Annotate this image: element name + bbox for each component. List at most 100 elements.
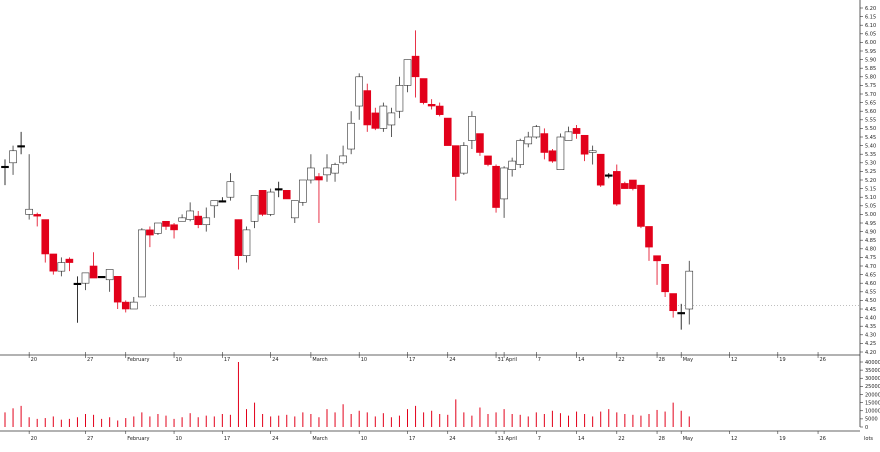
- volume-tick-label: 40000: [865, 360, 880, 366]
- candle-body: [661, 263, 669, 293]
- candle-body: [1, 165, 9, 169]
- price-tick-label: 5.75: [865, 83, 876, 89]
- candle-body: [588, 150, 597, 153]
- candle-body: [564, 131, 573, 141]
- candle-body: [178, 217, 186, 222]
- candle-body: [500, 167, 508, 200]
- price-tick-label: 4.65: [865, 272, 876, 278]
- x-tick-label-top: March: [312, 357, 327, 363]
- price-tick-label: 4.70: [865, 264, 876, 270]
- candle-body: [234, 219, 243, 256]
- x-tick-label: 17: [224, 436, 230, 442]
- volume-tick-label: 15000: [865, 400, 880, 406]
- candle-body: [81, 272, 90, 284]
- price-tick-label: 4.40: [865, 315, 876, 321]
- candle-body: [468, 116, 476, 141]
- candle-body: [194, 215, 202, 226]
- volume-tick-label: 0: [865, 425, 868, 431]
- candle-body: [202, 217, 211, 226]
- candle-body: [89, 265, 98, 279]
- candle-body: [307, 167, 315, 181]
- x-tick-label: 22: [618, 436, 624, 442]
- price-tick-label: 4.50: [865, 298, 876, 304]
- candle-body: [508, 160, 516, 170]
- x-tick-label-top: 24: [449, 357, 455, 363]
- candle-body: [49, 253, 58, 272]
- candle-body: [331, 164, 339, 174]
- x-tick-label-top: 28: [659, 357, 665, 363]
- x-tick-label-top: April: [506, 357, 517, 363]
- x-tick-label-top: February: [127, 357, 149, 363]
- candle-body: [138, 229, 146, 298]
- x-tick-label: 12: [731, 436, 737, 442]
- volume-tick-label: 30000: [865, 376, 880, 382]
- x-tick-label: 27: [87, 436, 93, 442]
- candle-body: [105, 269, 114, 281]
- price-tick-label: 6.20: [865, 6, 876, 12]
- price-tick-label: 5.90: [865, 57, 876, 63]
- x-tick-label: 10: [176, 436, 182, 442]
- candle-body: [548, 150, 557, 162]
- candle-body: [596, 153, 605, 186]
- candle-body: [484, 155, 492, 165]
- x-tick-label-top: 31: [498, 357, 504, 363]
- candle-body: [258, 190, 267, 215]
- candle-body: [41, 219, 50, 255]
- axis-badge: lots: [864, 436, 873, 442]
- x-tick-label: March: [312, 436, 327, 442]
- price-tick-label: 4.35: [865, 324, 876, 330]
- volume-tick-label: 10000: [865, 409, 880, 415]
- candle-body: [653, 255, 661, 262]
- candle-body: [170, 224, 178, 231]
- candle-body: [379, 105, 388, 129]
- x-tick-label: 7: [538, 436, 541, 442]
- x-tick-label: 31: [498, 436, 504, 442]
- candle-body: [604, 174, 613, 177]
- candle-body: [17, 145, 25, 148]
- candle-body: [669, 293, 677, 312]
- price-tick-label: 5.35: [865, 152, 876, 158]
- candle-body: [65, 258, 74, 263]
- candle-body: [685, 270, 694, 310]
- price-tick-label: 5.15: [865, 186, 876, 192]
- candle-body: [339, 155, 347, 164]
- candle-body: [540, 133, 549, 153]
- price-tick-label: 5.55: [865, 118, 876, 124]
- candle-body: [226, 181, 235, 198]
- candle-body: [524, 136, 533, 145]
- candle-body: [532, 126, 541, 138]
- candle-body: [435, 105, 444, 115]
- candle-body: [363, 90, 372, 126]
- x-tick-label: 17: [409, 436, 415, 442]
- candle-body: [146, 229, 154, 236]
- candle-body: [33, 214, 42, 217]
- candle-body: [57, 262, 66, 272]
- x-tick-label-top: 27: [87, 357, 93, 363]
- price-tick-label: 5.05: [865, 204, 876, 210]
- x-tick-label: 14: [578, 436, 584, 442]
- x-tick-label-top: 24: [272, 357, 278, 363]
- price-tick-label: 4.80: [865, 247, 876, 253]
- x-tick-label: 24: [272, 436, 278, 442]
- candle-body: [371, 112, 380, 129]
- candle-body: [282, 190, 291, 200]
- candle-body: [210, 200, 219, 207]
- candle-body: [629, 179, 637, 189]
- candle-body: [411, 55, 420, 78]
- x-tick-label-top: 7: [538, 357, 541, 363]
- price-tick-label: 5.80: [865, 75, 876, 81]
- x-tick-label-top: 17: [224, 357, 230, 363]
- candle-body: [419, 78, 428, 103]
- candle-body: [572, 128, 581, 134]
- candle-body: [677, 312, 686, 315]
- candle-body: [323, 167, 331, 176]
- candle-body: [299, 179, 307, 203]
- x-tick-label-top: 26: [820, 357, 826, 363]
- candle-body: [73, 282, 82, 286]
- candle-body: [315, 176, 323, 181]
- candle-body: [612, 171, 621, 205]
- price-tick-label: 4.55: [865, 290, 876, 296]
- volume-tick-label: 20000: [865, 392, 880, 398]
